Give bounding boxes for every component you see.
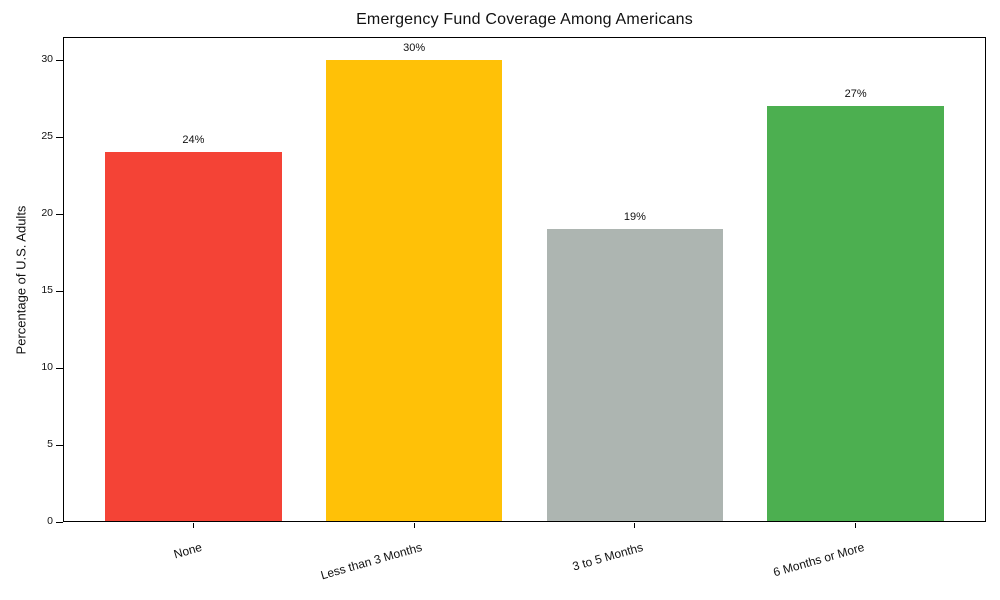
y-tick-label: 5	[47, 438, 53, 451]
y-tick-label: 30	[41, 53, 53, 66]
bar	[105, 152, 282, 522]
x-tick-label: None	[171, 540, 204, 562]
y-tick-mark	[56, 290, 63, 292]
y-tick-label: 20	[41, 207, 53, 220]
y-tick-mark	[56, 521, 63, 523]
x-tick-mark	[634, 523, 636, 528]
bar	[546, 229, 724, 522]
bar-value-label: 24%	[182, 134, 205, 147]
x-tick-label: 3 to 5 Months	[570, 540, 645, 574]
y-tick-label: 0	[47, 515, 53, 527]
x-tick-mark	[413, 523, 415, 528]
chart-title: Emergency Fund Coverage Among Americans	[356, 11, 693, 28]
y-tick-mark	[56, 59, 63, 61]
bar-value-label: 27%	[844, 88, 867, 101]
x-tick-label: Less than 3 Months	[319, 540, 424, 583]
y-tick-label: 25	[41, 130, 53, 143]
bar-value-label: 19%	[623, 211, 646, 224]
x-tick-mark	[855, 523, 857, 528]
bar-value-label: 30%	[403, 42, 426, 55]
y-tick-mark	[56, 213, 63, 215]
y-tick-label: 10	[41, 361, 53, 374]
bar	[325, 60, 503, 522]
y-tick-mark	[56, 444, 63, 446]
y-tick-mark	[56, 136, 63, 138]
y-tick-label: 15	[41, 284, 53, 297]
x-tick-mark	[192, 523, 194, 528]
x-tick-label: 6 Months or More	[771, 540, 866, 580]
y-axis-label: Percentage of U.S. Adults	[13, 205, 29, 355]
y-tick-mark	[56, 367, 63, 369]
bar	[767, 106, 944, 522]
